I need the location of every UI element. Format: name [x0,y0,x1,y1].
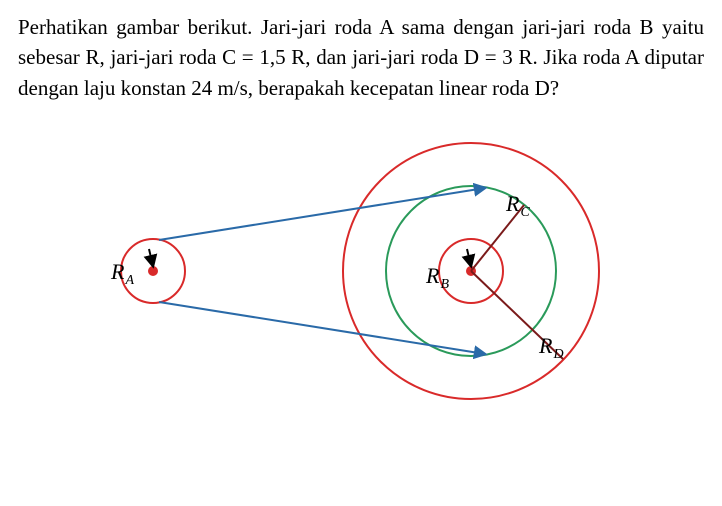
hub_arrowA [149,249,153,266]
label-RD: RD [538,333,564,362]
belt-top [159,188,485,240]
label-RB: RB [425,263,449,292]
label-RC: RC [505,191,530,220]
wheel-diagram: RA RB RC RD [81,121,641,411]
hub_arrowB [467,249,471,266]
diagram-container: RA RB RC RD [18,121,704,411]
label-RA: RA [110,259,134,288]
hubA [148,266,158,276]
belt-bottom [159,302,485,354]
problem-statement: Perhatikan gambar berikut. Jari-jari rod… [18,12,704,103]
